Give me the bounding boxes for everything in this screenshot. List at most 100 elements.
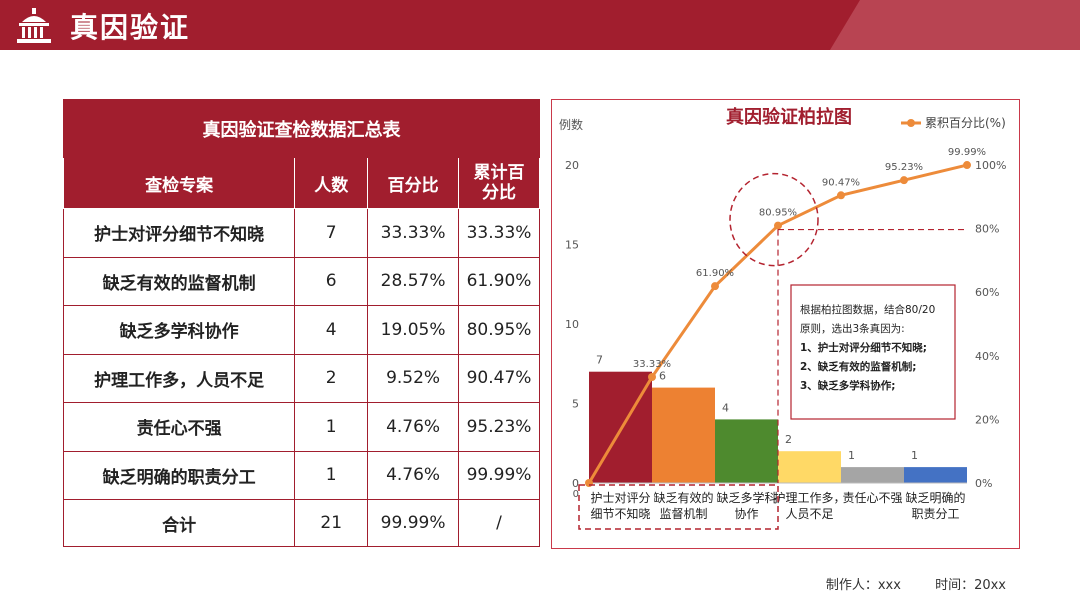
y2-tick-label: 0% xyxy=(975,477,992,490)
cell-item: 缺乏明确的职责分工 xyxy=(62,450,296,500)
y2-tick-label: 20% xyxy=(975,413,999,426)
line-point-label: 0 xyxy=(573,489,579,500)
annotation-text: 原则，选出3条真因为: xyxy=(800,322,905,335)
header-stripe xyxy=(830,0,1080,50)
bar-value-label: 1 xyxy=(911,449,918,462)
annotation-text: 3、缺乏多学科协作; xyxy=(800,379,896,392)
bar-value-label: 6 xyxy=(659,370,666,383)
total-label: 合计 xyxy=(62,499,296,547)
total-cumulative: / xyxy=(458,499,540,547)
table-total-row: 合计 21 99.99% / xyxy=(62,499,540,547)
table-row: 护士对评分细节不知晓 7 33.33% 33.33% xyxy=(62,208,540,258)
line-point-label: 33.33% xyxy=(633,359,671,370)
cell-count: 7 xyxy=(294,208,369,258)
footer: 制作人：xxx 时间：20xx xyxy=(796,574,1006,593)
x-tick-label: 协作 xyxy=(734,506,758,521)
cell-count: 2 xyxy=(294,353,369,403)
cell-count: 4 xyxy=(294,305,369,355)
cell-percent: 28.57% xyxy=(367,256,460,306)
cell-count: 1 xyxy=(294,450,369,500)
annotation-text: 1、护士对评分细节不知晓; xyxy=(800,341,927,354)
cell-item: 责任心不强 xyxy=(62,402,296,452)
x-tick-label: 监督机制 xyxy=(659,506,707,521)
cell-item: 缺乏多学科协作 xyxy=(62,305,296,355)
bar xyxy=(904,467,967,483)
line-point-label: 80.95% xyxy=(759,208,797,219)
y-tick-label: 15 xyxy=(565,239,579,252)
line-point-label: 95.23% xyxy=(885,162,923,173)
table-caption: 真因验证查检数据汇总表 xyxy=(63,99,540,158)
y-axis-label: 例数 xyxy=(559,117,583,132)
building-icon xyxy=(17,8,51,43)
line-point xyxy=(837,191,845,200)
page-title: 真因验证 xyxy=(70,11,191,44)
cell-percent: 19.05% xyxy=(367,305,460,355)
header-count: 人数 xyxy=(294,157,369,209)
line-point-label: 90.47% xyxy=(822,177,860,188)
bar-value-label: 7 xyxy=(596,354,603,367)
y-tick-label: 10 xyxy=(565,318,579,331)
y2-tick-label: 100% xyxy=(975,159,1006,172)
cell-item: 缺乏有效的监督机制 xyxy=(62,256,296,306)
cell-cumulative: 90.47% xyxy=(458,353,540,403)
bar xyxy=(778,451,841,483)
header-cumulative: 累计百 分比 xyxy=(458,157,540,209)
line-point xyxy=(648,373,656,382)
line-point xyxy=(585,479,593,487)
x-tick-label: 责任心不强 xyxy=(842,491,902,505)
cell-percent: 33.33% xyxy=(367,208,460,258)
line-point xyxy=(774,221,782,230)
highlight-circle xyxy=(729,172,819,267)
header-band: 真因验证 xyxy=(0,0,1080,50)
y-tick-label: 0 xyxy=(572,477,579,490)
total-count: 21 xyxy=(294,499,369,547)
y2-tick-label: 40% xyxy=(975,350,999,363)
cell-percent: 9.52% xyxy=(367,353,460,403)
bar-value-label: 2 xyxy=(785,433,792,446)
x-tick-label: 护理工作多， xyxy=(773,491,845,505)
line-point xyxy=(963,161,971,170)
table-row: 责任心不强 1 4.76% 95.23% xyxy=(62,402,540,452)
y2-tick-label: 60% xyxy=(975,286,999,299)
cell-percent: 4.76% xyxy=(367,402,460,452)
time-label: 时间：20xx xyxy=(935,578,1006,593)
header-item: 查检专案 xyxy=(62,157,296,209)
cell-percent: 4.76% xyxy=(367,450,460,500)
bar-value-label: 1 xyxy=(848,449,855,462)
line-point-label: 99.99% xyxy=(948,147,986,158)
cell-item: 护士对评分细节不知晓 xyxy=(62,208,296,258)
table-row: 护理工作多，人员不足 2 9.52% 90.47% xyxy=(62,353,540,403)
annotation-text: 2、缺乏有效的监督机制; xyxy=(800,360,917,373)
x-tick-label: 护士对评分 xyxy=(590,491,650,505)
cell-cumulative: 61.90% xyxy=(458,256,540,306)
x-tick-label: 人员不足 xyxy=(785,507,833,521)
y2-tick-label: 80% xyxy=(975,223,999,236)
table-header-row: 查检专案 人数 百分比 累计百 分比 xyxy=(62,157,540,209)
total-percent: 99.99% xyxy=(367,499,460,547)
line-point xyxy=(900,176,908,185)
x-tick-label: 职责分工 xyxy=(911,507,959,521)
cell-count: 1 xyxy=(294,402,369,452)
y-tick-label: 20 xyxy=(565,159,579,172)
cell-cumulative: 99.99% xyxy=(458,450,540,500)
selection-box xyxy=(578,484,779,530)
bar-value-label: 4 xyxy=(722,401,729,414)
line-point xyxy=(711,282,719,291)
header-percent: 百分比 xyxy=(367,157,460,209)
line-point-label: 61.90% xyxy=(696,268,734,279)
cell-item: 护理工作多，人员不足 xyxy=(62,353,296,403)
x-tick-label: 细节不知晓 xyxy=(590,507,650,521)
x-tick-label: 缺乏多学科 xyxy=(716,490,776,505)
table-row: 缺乏明确的职责分工 1 4.76% 99.99% xyxy=(62,450,540,500)
annotation-box xyxy=(790,284,956,420)
y-tick-label: 5 xyxy=(572,398,579,411)
x-tick-label: 缺乏有效的 xyxy=(653,490,713,505)
cell-cumulative: 80.95% xyxy=(458,305,540,355)
annotation-text: 根据柏拉图数据，结合80/20 xyxy=(800,303,935,316)
bar xyxy=(652,387,715,483)
table-row: 缺乏多学科协作 4 19.05% 80.95% xyxy=(62,305,540,355)
summary-table: 真因验证查检数据汇总表 查检专案 人数 百分比 累计百 分比 护士对评分细节不知… xyxy=(62,99,540,547)
cell-cumulative: 33.33% xyxy=(458,208,540,258)
bar xyxy=(715,419,778,483)
